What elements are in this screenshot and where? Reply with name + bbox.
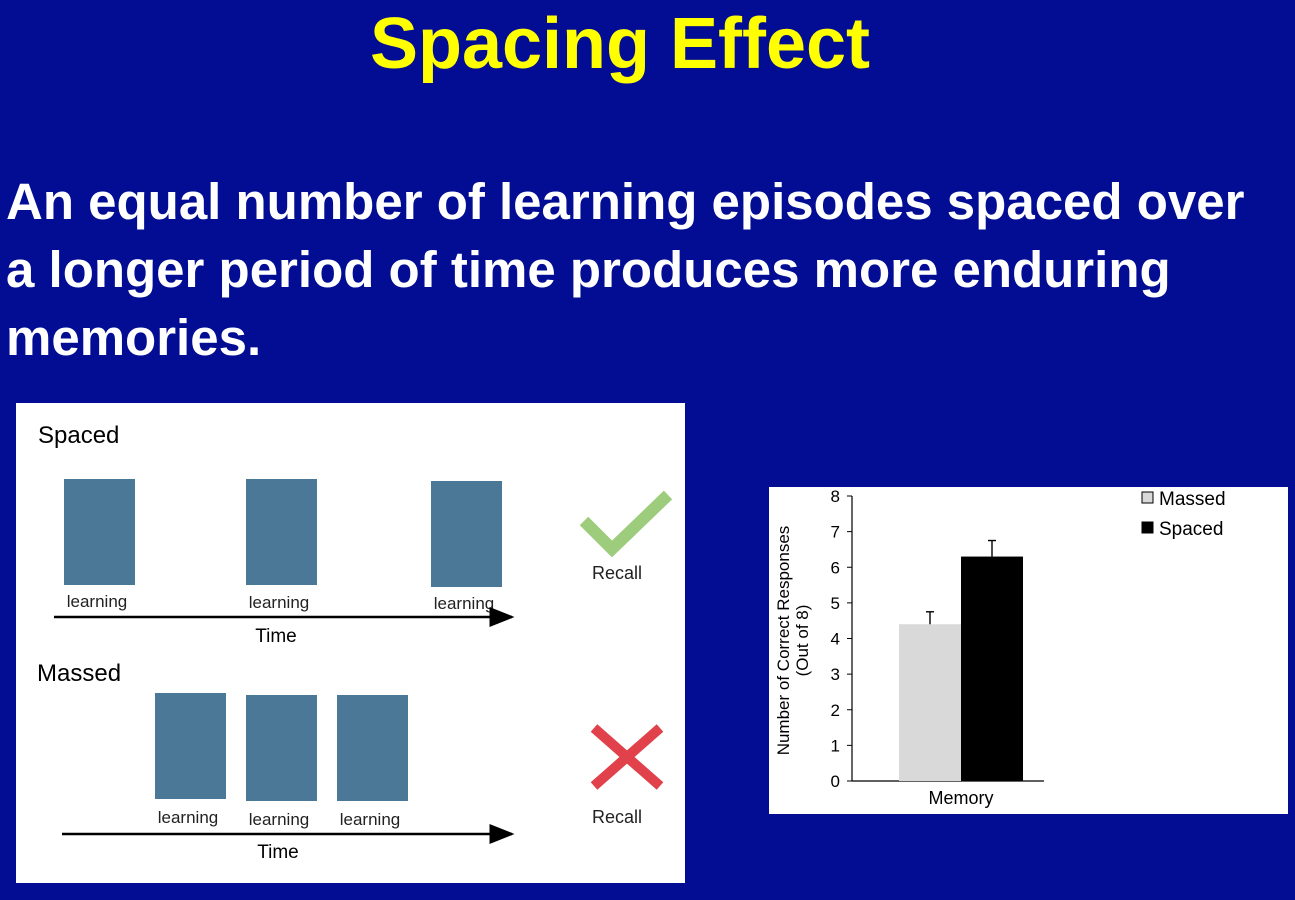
legend-label-spaced: Spaced <box>1159 519 1223 540</box>
massed-learning-block-3 <box>337 695 408 801</box>
check-icon <box>579 490 673 558</box>
spaced-heading: Spaced <box>38 422 119 449</box>
massed-learning-label-2: learning <box>249 810 310 829</box>
spaced-learning-block-1 <box>64 479 135 585</box>
x-category-label: Memory <box>928 788 993 808</box>
spaced-learning-block-2 <box>246 479 317 585</box>
spaced-recall-label: Recall <box>592 563 642 583</box>
y-tick-label-6: 6 <box>831 558 840 577</box>
memory-bar-chart-svg: Number of Correct Responses(Out of 8) 0 1… <box>774 487 1226 808</box>
y-tick-label-0: 0 <box>831 772 840 791</box>
y-tick-label-3: 3 <box>831 665 840 684</box>
slide-body-text: An equal number of learning episodes spa… <box>6 173 1245 366</box>
spacing-diagram-svg: Spaced learning learning learning Time R… <box>37 422 673 863</box>
y-tick-label-4: 4 <box>831 630 840 649</box>
bar-massed <box>899 624 961 781</box>
spaced-learning-label-1: learning <box>67 592 128 611</box>
legend-swatch-massed <box>1141 491 1154 504</box>
memory-bar-chart: Number of Correct Responses(Out of 8) 0 1… <box>769 487 1288 814</box>
massed-heading: Massed <box>37 660 121 687</box>
y-tick-label-5: 5 <box>831 594 840 613</box>
y-tick-label-7: 7 <box>831 523 840 542</box>
massed-learning-block-1 <box>155 693 226 799</box>
y-axis-label: Number of Correct Responses(Out of 8) <box>774 526 812 756</box>
y-tick-label-2: 2 <box>831 701 840 720</box>
bar-spaced <box>961 556 1023 781</box>
y-tick-label-1: 1 <box>831 736 840 755</box>
spaced-learning-label-3: learning <box>434 594 495 613</box>
spaced-time-label: Time <box>255 626 297 647</box>
massed-learning-block-2 <box>246 695 317 801</box>
legend-label-massed: Massed <box>1159 489 1226 510</box>
massed-learning-label-1: learning <box>158 808 219 827</box>
massed-learning-label-3: learning <box>340 810 401 829</box>
massed-time-label: Time <box>257 842 299 863</box>
spacing-diagram: Spaced learning learning learning Time R… <box>16 403 685 883</box>
massed-recall-label: Recall <box>592 807 642 827</box>
y-tick-label-8: 8 <box>831 487 840 506</box>
legend-swatch-spaced <box>1141 521 1154 534</box>
spaced-learning-block-3 <box>431 481 502 587</box>
cross-icon <box>590 724 664 790</box>
spaced-learning-label-2: learning <box>249 593 310 612</box>
slide-title: Spacing Effect <box>369 4 871 84</box>
